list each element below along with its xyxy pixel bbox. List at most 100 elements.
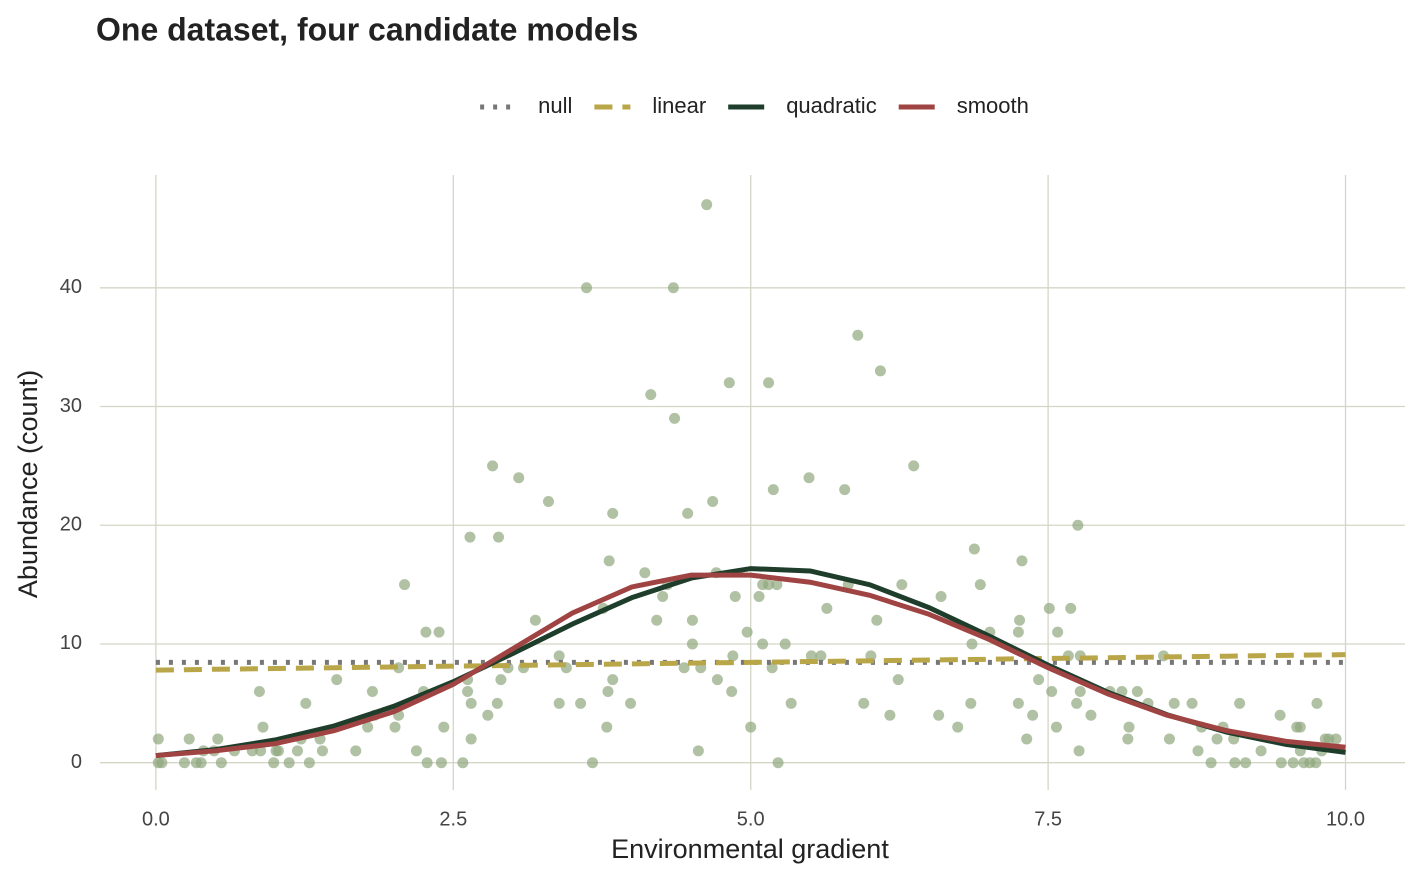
y-tick-label: 40 (60, 276, 82, 298)
y-tick-label: 20 (60, 514, 82, 536)
grid: 0.0 2.5 5.0 7.5 10.0 0 10 20 30 40 (60, 175, 1405, 830)
x-tick-label: 7.5 (1034, 808, 1062, 830)
data-point (974, 579, 986, 591)
data-point (1255, 745, 1267, 757)
data-point (257, 721, 269, 733)
data-point (726, 685, 738, 697)
data-point (667, 282, 679, 294)
data-point (1014, 614, 1026, 626)
data-point (772, 757, 784, 769)
data-point (283, 757, 295, 769)
data-point (586, 757, 598, 769)
data-point (607, 674, 619, 686)
data-point (215, 757, 227, 769)
x-tick-label: 5.0 (737, 808, 765, 830)
data-point (1085, 709, 1097, 721)
data-point (657, 590, 669, 602)
data-point (933, 709, 945, 721)
data-point (495, 674, 507, 686)
data-point (542, 495, 554, 507)
data-point (1043, 602, 1055, 614)
data-point (935, 590, 947, 602)
data-point (1274, 709, 1286, 721)
data-point (858, 697, 870, 709)
data-point (745, 721, 757, 733)
data-point (686, 614, 698, 626)
data-point (212, 733, 224, 745)
data-point (1016, 555, 1028, 567)
data-point (462, 685, 474, 697)
data-point (1192, 745, 1204, 757)
data-point (753, 590, 765, 602)
data-point (1123, 721, 1135, 733)
data-point (1330, 733, 1342, 745)
data-point (763, 377, 775, 389)
data-point (625, 697, 637, 709)
data-point (1229, 757, 1241, 769)
data-point (1294, 721, 1306, 733)
data-point (707, 495, 719, 507)
legend-label: null (538, 93, 572, 118)
data-point (966, 638, 978, 650)
data-point (892, 674, 904, 686)
y-axis-label: Abundance (count) (13, 370, 43, 598)
plot-area (152, 199, 1346, 769)
data-point (457, 757, 469, 769)
data-point (785, 697, 797, 709)
data-point (803, 472, 815, 484)
legend-item: null (480, 93, 572, 118)
data-point (767, 484, 779, 496)
x-tick-label: 10.0 (1326, 808, 1365, 830)
data-point (607, 507, 619, 519)
legend-item: quadratic (728, 93, 877, 118)
data-point (1071, 697, 1083, 709)
data-point (1211, 733, 1223, 745)
data-point (729, 590, 741, 602)
legend-label: smooth (957, 93, 1029, 118)
data-point (581, 282, 593, 294)
data-point (272, 745, 284, 757)
data-point (602, 685, 614, 697)
data-point (821, 602, 833, 614)
legend-item: smooth (898, 93, 1029, 118)
data-point (435, 757, 447, 769)
data-point (871, 614, 883, 626)
data-point (669, 412, 681, 424)
data-point (183, 733, 195, 745)
model-line (155, 652, 1346, 673)
data-point (727, 650, 739, 662)
data-point (575, 697, 587, 709)
data-point (1311, 697, 1323, 709)
legend-item: linear (594, 93, 706, 118)
data-point (1073, 745, 1085, 757)
data-point (1021, 733, 1033, 745)
data-point (1012, 697, 1024, 709)
data-point (686, 638, 698, 650)
data-point (1033, 674, 1045, 686)
data-point (421, 757, 433, 769)
chart-title: One dataset, four candidate models (96, 11, 638, 47)
data-point (601, 721, 613, 733)
data-point (1052, 626, 1064, 638)
y-tick-label: 10 (60, 632, 82, 654)
data-point (1163, 733, 1175, 745)
data-point (1287, 757, 1299, 769)
data-point (896, 579, 908, 591)
data-point (303, 757, 315, 769)
data-point (1027, 709, 1039, 721)
data-point (464, 531, 476, 543)
data-point (741, 626, 753, 638)
data-point (651, 614, 663, 626)
data-point (711, 674, 723, 686)
data-point (178, 757, 190, 769)
data-point (366, 685, 378, 697)
data-point (1240, 757, 1252, 769)
data-point (300, 697, 312, 709)
data-point (839, 484, 851, 496)
data-point (692, 745, 704, 757)
data-point (952, 721, 964, 733)
data-point (253, 685, 265, 697)
data-point (645, 389, 657, 401)
data-point (399, 579, 411, 591)
